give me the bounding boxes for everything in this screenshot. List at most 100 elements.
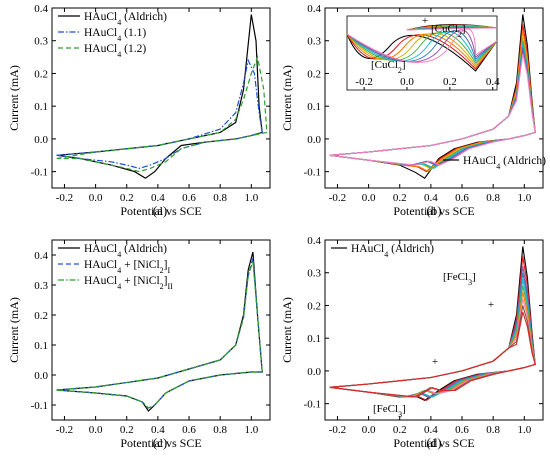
subscript: 2 <box>160 282 164 291</box>
panel-label: (a) <box>153 203 167 218</box>
text-part: + [NiCl <box>121 275 159 287</box>
x-tick-label: 0.8 <box>213 192 227 204</box>
annotation-cucl2: [CuCl2] <box>431 23 466 39</box>
series-line <box>329 292 536 398</box>
inset-tick-label: -0.2 <box>355 76 372 88</box>
y-tick-label: 0.0 <box>34 370 48 382</box>
y-tick-label: 0.4 <box>307 3 321 15</box>
plot-frame <box>51 239 271 421</box>
y-axis-label: Current (mA) <box>7 65 21 131</box>
text-part: HAuCl <box>463 155 496 167</box>
plot-frame <box>51 7 271 189</box>
x-tick-label: 0.4 <box>424 424 438 436</box>
x-tick-label: 0.6 <box>182 192 196 204</box>
y-axis-label: Current (mA) <box>280 65 294 131</box>
plot-frame <box>324 239 544 421</box>
text-part: [CuCl <box>371 59 398 71</box>
x-tick-label: 0.4 <box>424 192 438 204</box>
text-part: HAuCl <box>84 275 117 287</box>
subscript: 4 <box>384 250 388 259</box>
text-part: HAuCl <box>84 243 117 255</box>
x-axis-label: Potential vs SCE <box>120 436 201 450</box>
annotation-plus: + <box>488 299 494 311</box>
x-tick-label: 0.2 <box>393 192 407 204</box>
text-part: HAuCl <box>84 43 117 55</box>
inset-series-line <box>346 31 498 64</box>
plot-frame <box>324 7 544 189</box>
y-tick-label: 0.1 <box>34 101 48 113</box>
panel-label: (d) <box>426 435 441 450</box>
text-part: [CuCl <box>431 23 458 35</box>
inset-series-line <box>346 29 498 63</box>
subscript: 2 <box>398 66 402 75</box>
text-part: (Aldrich) <box>500 155 546 167</box>
subscript: 3 <box>398 410 402 419</box>
subscript: 4 <box>117 250 121 259</box>
panel-label: (b) <box>426 203 441 218</box>
x-axis-label: Potential vs SCE <box>120 204 201 218</box>
text-part: (Aldrich) <box>121 11 167 23</box>
legend-entry: HAuCl4 + [NiCl2]II <box>84 275 173 291</box>
inset: -0.2 0.0 0.2 0.4[CuCl2][CuCl2]+ <box>346 15 500 91</box>
text-part: HAuCl <box>84 27 117 39</box>
annotation-plus: + <box>432 356 438 368</box>
text-part: + [NiCl <box>121 259 159 271</box>
x-tick-label: 0.0 <box>89 424 103 436</box>
y-tick-label: 0.1 <box>307 333 321 345</box>
subscript: I <box>168 266 171 275</box>
x-tick-label: -0.2 <box>329 192 346 204</box>
inset-series-line <box>346 31 498 62</box>
series-line <box>329 272 536 398</box>
legend-entry: HAuCl4 + [NiCl2]I <box>84 259 171 275</box>
y-tick-label: 0.3 <box>34 280 48 292</box>
text-part: HAuCl <box>351 243 384 255</box>
y-tick-label: 0.0 <box>307 134 321 146</box>
text-part: ] <box>462 23 466 35</box>
text-part: HAuCl <box>84 259 117 271</box>
y-tick-label: -0.1 <box>304 399 321 411</box>
inset-series-line <box>346 33 498 68</box>
x-tick-label: 0.8 <box>213 424 227 436</box>
legend-entry: HAuCl4 (Aldrich) <box>84 243 167 259</box>
inset-series-line <box>346 33 498 70</box>
x-tick-label: 1.0 <box>244 192 258 204</box>
text-part: (Aldrich) <box>388 243 434 255</box>
series-line <box>329 53 536 166</box>
y-tick-label: -0.1 <box>304 167 321 179</box>
x-tick-label: 0.2 <box>120 192 134 204</box>
x-tick-label: 0.8 <box>486 424 500 436</box>
subscript: II <box>168 282 174 291</box>
subscript: 4 <box>117 18 121 27</box>
y-tick-label: 0.3 <box>307 268 321 280</box>
y-tick-label: 0.2 <box>307 300 321 312</box>
x-tick-label: 0.0 <box>89 192 103 204</box>
inset-series-line <box>346 28 498 63</box>
x-tick-label: 0.4 <box>151 424 165 436</box>
text-part: ] <box>402 403 406 415</box>
subscript: 4 <box>117 266 121 275</box>
subscript: 4 <box>117 50 121 59</box>
y-tick-label: 0.1 <box>307 101 321 113</box>
series-line <box>56 260 263 409</box>
panel-label: (c) <box>153 435 167 450</box>
x-tick-label: -0.2 <box>56 424 73 436</box>
series-line <box>329 279 536 398</box>
text-part: [FeCl <box>443 271 468 283</box>
x-tick-label: -0.2 <box>329 424 346 436</box>
y-tick-label: -0.1 <box>31 167 48 179</box>
x-tick-label: 0.8 <box>486 192 500 204</box>
series-line <box>329 256 536 402</box>
y-axis-label: Current (mA) <box>7 297 21 363</box>
x-tick-label: 0.0 <box>362 424 376 436</box>
x-tick-label: 0.2 <box>120 424 134 436</box>
inset-tick-label: 0.2 <box>443 76 457 88</box>
panel-d: -0.2 0.0 0.2 0.4 0.6 0.8 1.0 -0.1 0.0 0.1 0.2 0.3 0.… <box>280 235 544 450</box>
text-part: ] <box>472 271 476 283</box>
subscript: 2 <box>160 266 164 275</box>
y-tick-label: 0.3 <box>34 36 48 48</box>
inset-tick-label: 0.4 <box>486 76 500 88</box>
y-tick-label: 0.4 <box>307 235 321 247</box>
legend-entry: HAuCl4 (Aldrich) <box>351 243 434 259</box>
legend-entry: HAuCl4 (Aldrich) <box>84 11 167 27</box>
panel-a: -0.2 0.0 0.2 0.4 0.6 0.8 1.0 -0.1 0.0 0.1 0.2 0.3 0.… <box>7 3 271 218</box>
